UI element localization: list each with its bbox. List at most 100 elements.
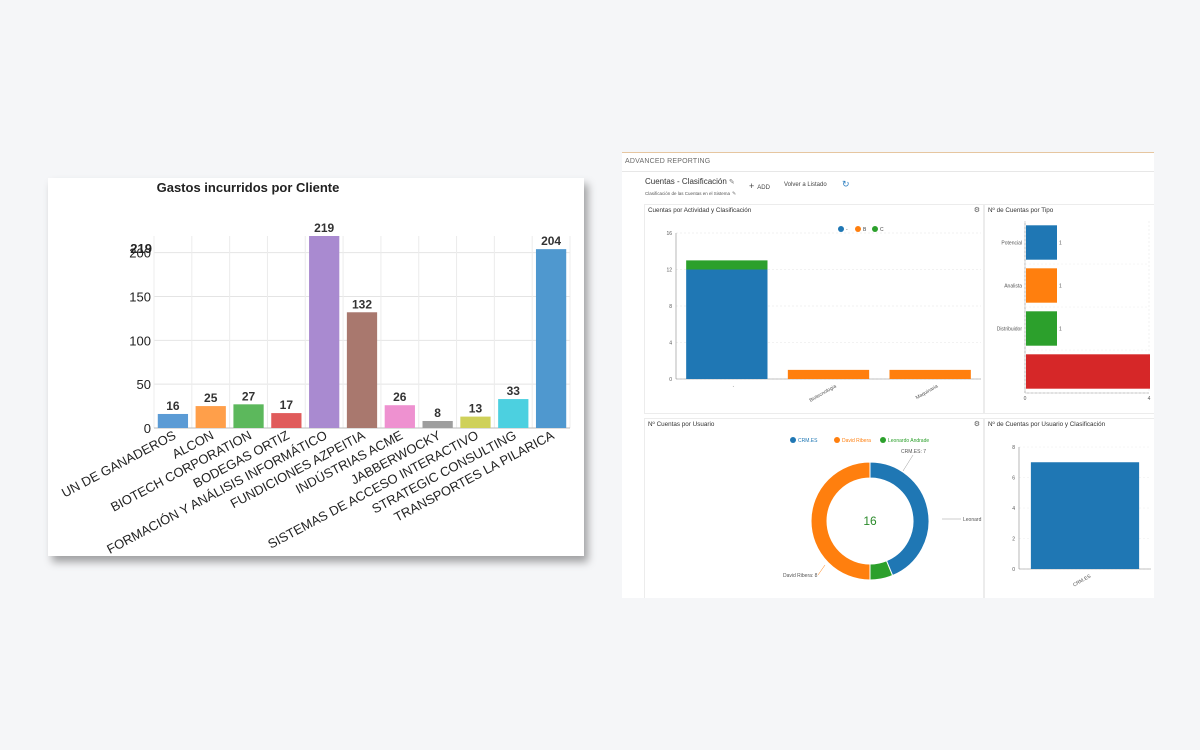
x-category-label: - [731, 383, 736, 389]
slice-label: Leonard [963, 517, 982, 523]
slice-label: CRM.ES: 7 [901, 449, 926, 455]
edit-subtitle-icon[interactable]: ✎ [732, 191, 737, 197]
bar-value-label: 1 [1059, 327, 1062, 333]
report-title: Cuentas - Clasificación ✎ [645, 177, 735, 186]
bar-value-label: 204 [541, 234, 561, 248]
bar-value-label: 1 [1059, 241, 1062, 247]
expenses-chart-title: Gastos incurridos por Cliente [157, 180, 340, 195]
bar-value-label: 26 [393, 390, 407, 404]
y-tick-label: 16 [666, 231, 672, 237]
accounts-by-user-classification-chart: 0 2 4 6 8 CRM.ES [1012, 445, 1151, 588]
advanced-reporting-dashboard: ADVANCED REPORTING Cuentas - Clasificaci… [622, 152, 1154, 598]
bar [309, 236, 340, 428]
y-tick-label: 0 [1012, 567, 1015, 573]
legend-swatch [872, 226, 878, 232]
x-tick-label: 0 [1024, 396, 1027, 402]
back-to-list-button[interactable]: Volver a Listado [784, 182, 827, 188]
x-tick-label: 4 [1148, 396, 1151, 402]
add-button-label: ADD [757, 185, 770, 191]
panel-accounts-by-type: Nº de Cuentas por Tipo 0 4 Potencial 1 Anali… [984, 204, 1154, 414]
add-button[interactable]: + ADD [749, 181, 770, 191]
accounts-by-type-chart: 0 4 Potencial 1 Analista 1 Distribuidor 1 [997, 221, 1151, 402]
accounts-by-activity-chart: 0 4 8 12 16 - Biotecnologia Maquinaria - B C [666, 226, 981, 404]
y-tick-label: 0 [669, 377, 672, 383]
donut-slice [869, 461, 930, 577]
panel-accounts-by-user-title: Nº Cuentas por Usuario [648, 421, 715, 428]
report-title-text: Cuentas - Clasificación [645, 177, 727, 186]
legend-label: C [880, 227, 884, 233]
gear-icon[interactable]: ⚙ [973, 421, 980, 428]
x-category-label: Biotecnologia [808, 383, 837, 403]
panel-accounts-by-type-title: Nº de Cuentas por Tipo [988, 207, 1054, 214]
panel-accounts-by-user-classification-title: Nº de Cuentas por Usuario y Clasificació… [988, 421, 1106, 428]
panel-accounts-by-activity-title: Cuentas por Actividad y Clasificación [648, 207, 752, 214]
bar-value-label: 25 [204, 391, 218, 405]
expenses-chart: Gastos incurridos por Cliente 219 0 50 100… [59, 180, 571, 556]
y-tick-label: 4 [669, 341, 672, 347]
y-tick-label: 8 [669, 304, 672, 310]
dashboard-header-label: ADVANCED REPORTING [625, 158, 711, 165]
leader-line [902, 454, 914, 472]
panel-accounts-by-activity: Cuentas por Actividad y Clasificación ⚙ … [644, 204, 984, 414]
bar-value-label: 17 [280, 398, 294, 412]
legend-label: CRM.ES [798, 438, 818, 444]
y-tick-label: 150 [129, 289, 151, 304]
expenses-y-max-label: 219 [130, 241, 152, 256]
legend-swatch [880, 437, 886, 443]
y-category-label: Distribuidor [997, 327, 1023, 333]
bar [422, 420, 453, 428]
legend-label: Leonardo Andrade [888, 438, 929, 444]
bar [1030, 462, 1140, 569]
y-tick-label: 50 [137, 377, 151, 392]
bar-value-label: 132 [352, 297, 372, 311]
bar-value-label: 219 [314, 221, 334, 235]
bar-value-label: 8 [434, 406, 441, 420]
y-tick-label: 4 [1012, 506, 1015, 512]
legend-swatch [855, 226, 861, 232]
bar-value-label: 27 [242, 389, 256, 403]
expenses-chart-card: Gastos incurridos por Cliente 219 0 50 100… [48, 178, 584, 556]
y-tick-label: 8 [1012, 445, 1015, 451]
donut-slice [810, 461, 871, 581]
donut-center-total: 16 [863, 514, 877, 528]
y-tick-label: 12 [666, 268, 672, 274]
legend-swatch [790, 437, 796, 443]
legend-swatch [834, 437, 840, 443]
bar-value-label: 33 [507, 384, 521, 398]
bar-segment [686, 269, 768, 379]
panel-accounts-by-user-classification: Nº de Cuentas por Usuario y Clasificació… [984, 418, 1154, 598]
bar [271, 413, 302, 428]
y-tick-label: 200 [129, 246, 151, 261]
y-tick-label: 0 [144, 421, 151, 436]
edit-title-icon[interactable]: ✎ [728, 179, 735, 186]
legend-label: B [863, 227, 867, 233]
plus-icon: + [749, 181, 755, 191]
legend-swatch [838, 226, 844, 232]
bar [233, 404, 264, 428]
bar [384, 405, 415, 428]
report-subtitle-text: Clasificación de las Cuentas en el Siste… [645, 191, 731, 196]
y-category-label: Analista [1004, 284, 1022, 290]
bar [498, 399, 529, 428]
accounts-by-user-chart: CRM.ES David Ribera Leonardo Andrade 16 CRM.… [783, 437, 982, 581]
leader-line [817, 564, 826, 576]
y-tick-label: 100 [129, 333, 151, 348]
x-category-label: CRM.ES [1072, 573, 1092, 588]
bar [1026, 225, 1057, 260]
dashboard-header: ADVANCED REPORTING [622, 152, 1154, 172]
bar [460, 416, 491, 428]
bar-value-label: 16 [166, 399, 180, 413]
bar [1026, 311, 1057, 346]
y-category-label: Potencial [1001, 241, 1022, 247]
bar [195, 406, 226, 428]
refresh-icon[interactable]: ↻ [842, 179, 850, 189]
legend-label: - [846, 227, 848, 233]
y-tick-label: 6 [1012, 476, 1015, 482]
legend-label: David Ribera [842, 438, 871, 444]
bar-segment [686, 260, 768, 270]
gear-icon[interactable]: ⚙ [973, 207, 980, 214]
dashboard-toolbar: Cuentas - Clasificación ✎ Clasificación d… [622, 170, 1154, 202]
bar-segment [889, 369, 971, 379]
bar [1026, 268, 1057, 303]
bar [157, 413, 189, 428]
